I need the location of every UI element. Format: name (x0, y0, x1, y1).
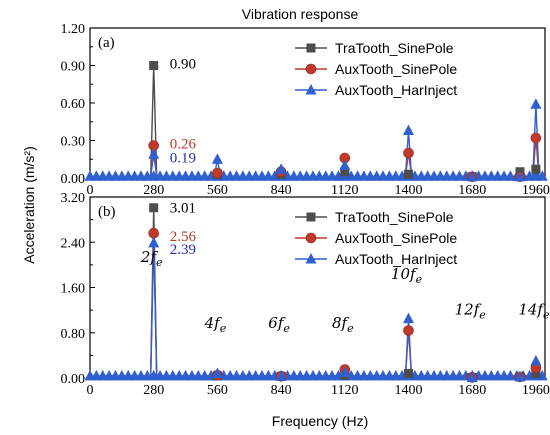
harmonic-label: 14fe (518, 301, 550, 322)
legend-marker (306, 43, 316, 53)
x-tick-label: 840 (271, 183, 292, 198)
legend-label: AuxTooth_HarInject (335, 251, 457, 267)
legend-marker (305, 232, 317, 244)
data-label: 2.56 (170, 229, 197, 245)
legend-marker (305, 253, 317, 264)
panel-b: 0.00 0.80 1.60 2.40 3.20 0 280 560 840 1120 1400 16… (61, 191, 550, 398)
x-tick-label: 0 (87, 383, 94, 398)
data-point-AuxTooth_HarInject (403, 312, 414, 324)
data-point-TraTooth_SinePole (340, 167, 350, 177)
chart-title: Vibration response (242, 6, 359, 22)
harmonic-label: 10fe (391, 265, 423, 286)
legend-marker (305, 84, 317, 95)
legend: TraTooth_SinePole AuxTooth_SinePole AuxToo… (295, 209, 457, 267)
data-point-AuxTooth_HarInject (466, 371, 478, 382)
data-point-TraTooth_SinePole (149, 203, 159, 213)
data-point-AuxTooth_SinePole (530, 132, 542, 144)
harmonic-label: 4fe (204, 314, 227, 335)
x-tick-label: 1960 (522, 383, 550, 398)
data-label: 2.39 (170, 242, 196, 258)
x-tick-label: 1400 (395, 383, 423, 398)
data-point-AuxTooth_SinePole (403, 147, 414, 159)
data-point-AuxTooth_HarInject (275, 370, 287, 381)
plot-frame (89, 27, 546, 179)
data-point-AuxTooth_HarInject (530, 355, 542, 366)
legend-label: AuxTooth_SinePole (335, 230, 457, 246)
x-tick-label: 560 (207, 183, 228, 198)
legend-marker (306, 212, 316, 222)
y-tick-label: 0.60 (61, 97, 86, 112)
legend-label: AuxTooth_SinePole (335, 61, 457, 77)
series-line-TraTooth_SinePole (90, 64, 545, 178)
harmonic-label: 2fe (140, 248, 163, 269)
x-tick-label: 840 (271, 383, 292, 398)
x-tick-label: 1400 (395, 183, 423, 198)
y-tick-label: 0.80 (61, 327, 86, 342)
legend-marker (305, 63, 317, 75)
data-point-AuxTooth_HarInject (148, 148, 160, 159)
baseline-marker (536, 170, 548, 181)
legend-label: TraTooth_SinePole (335, 40, 454, 56)
legend: TraTooth_SinePole AuxTooth_SinePole AuxToo… (295, 40, 457, 98)
data-point-TraTooth_SinePole (404, 169, 413, 179)
baseline-markers-AuxTooth_HarInject (84, 170, 548, 181)
data-point-AuxTooth_HarInject (403, 124, 414, 135)
data-point-AuxTooth_SinePole (148, 227, 159, 239)
data-point-AuxTooth_HarInject (514, 370, 526, 382)
x-tick-label: 1120 (331, 183, 358, 198)
data-label: 0.19 (170, 150, 196, 166)
data-point-AuxTooth_HarInject (466, 170, 478, 182)
y-tick-label: 0.30 (61, 135, 86, 150)
y-tick-label: 0.00 (61, 372, 86, 387)
legend-label: TraTooth_SinePole (335, 209, 454, 225)
data-point-TraTooth_SinePole (404, 368, 413, 378)
y-tick-label: 3.20 (61, 191, 86, 206)
x-tick-label: 0 (87, 183, 94, 198)
x-tick-label: 1680 (458, 383, 486, 398)
x-tick-label: 1960 (522, 183, 550, 198)
data-point-AuxTooth_HarInject (514, 170, 526, 182)
x-axis-title: Frequency (Hz) (272, 413, 368, 429)
data-point-AuxTooth_SinePole (212, 167, 223, 179)
panel-a: 0.00 0.30 0.60 0.90 1.20 0 280 560 840 1120 1400 16… (61, 22, 550, 198)
x-tick-label: 1120 (331, 383, 358, 398)
data-label: 3.01 (170, 201, 196, 217)
y-tick-label: 0.00 (61, 172, 86, 187)
data-point-TraTooth_SinePole (531, 368, 541, 378)
panel-label: (a) (98, 35, 115, 51)
x-tick-label: 560 (207, 383, 228, 398)
plot-frame (89, 196, 546, 379)
y-tick-label: 1.60 (61, 282, 86, 297)
x-tick-label: 280 (143, 183, 164, 198)
data-point-AuxTooth_SinePole (403, 325, 414, 336)
series-line-AuxTooth_HarInject (90, 103, 545, 178)
y-tick-label: 0.90 (61, 60, 86, 75)
data-point-AuxTooth_HarInject (275, 163, 287, 174)
data-point-AuxTooth_HarInject (211, 153, 223, 164)
y-tick-label: 1.20 (61, 22, 86, 37)
data-point-AuxTooth_HarInject (339, 366, 351, 377)
data-label: 0.90 (170, 57, 196, 73)
data-label: 0.26 (170, 137, 197, 153)
data-point-AuxTooth_HarInject (148, 236, 160, 248)
harmonic-label: 8fe (332, 314, 354, 335)
data-point-TraTooth_SinePole (531, 164, 541, 174)
y-tick-label: 2.40 (61, 236, 86, 251)
harmonic-label: 12fe (455, 301, 487, 322)
x-tick-label: 1680 (458, 183, 486, 198)
y-axis-title: Acceleration (m/s²) (21, 146, 37, 263)
panel-label: (b) (98, 204, 116, 220)
data-point-AuxTooth_HarInject (339, 159, 351, 170)
harmonic-label: 6fe (268, 314, 290, 335)
x-tick-label: 280 (143, 383, 164, 398)
baseline-markers-AuxTooth_HarInject (84, 369, 548, 381)
data-point-TraTooth_SinePole (149, 61, 159, 70)
legend-label: AuxTooth_HarInject (335, 82, 457, 98)
data-point-AuxTooth_HarInject (530, 98, 542, 109)
data-point-AuxTooth_HarInject (211, 367, 223, 378)
